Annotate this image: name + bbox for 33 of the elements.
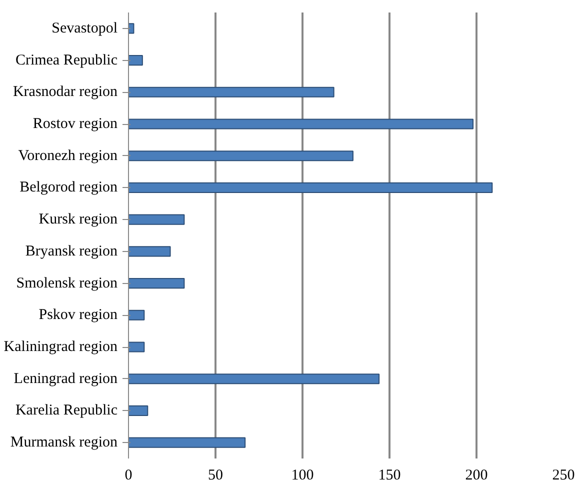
y-tick-label: Belgorod region xyxy=(20,180,118,196)
bar xyxy=(128,214,185,225)
x-tick-label: 100 xyxy=(291,468,314,482)
bar xyxy=(128,150,354,162)
x-tick-label: 150 xyxy=(378,468,401,482)
y-tick-label: Murmansk region xyxy=(10,434,118,451)
bar xyxy=(128,437,246,448)
bar xyxy=(128,118,474,130)
y-tick-label: Krasnodar region xyxy=(12,84,118,100)
y-tick-label: Karelia Republic xyxy=(15,402,118,419)
y-tick-label: Smolensk region xyxy=(16,275,118,292)
bar xyxy=(128,55,143,66)
bar xyxy=(128,374,380,384)
y-tick-label: Voronezh region xyxy=(18,148,118,164)
bar xyxy=(128,310,145,320)
x-tick-label: 250 xyxy=(552,468,575,482)
y-tick-label: Kursk region xyxy=(38,212,118,228)
x-tick-label: 200 xyxy=(465,468,488,482)
bar xyxy=(128,278,185,289)
y-tick-label: Leningrad region xyxy=(14,370,118,387)
y-tick-label: Crimea Republic xyxy=(15,52,118,68)
x-tick-label: 0 xyxy=(124,468,132,482)
y-tick-label: Pskov region xyxy=(38,307,118,324)
y-tick-label: Bryansk region xyxy=(25,243,118,260)
bar xyxy=(128,86,334,98)
bar xyxy=(128,182,493,193)
x-tick-label: 50 xyxy=(208,468,223,482)
y-tick-label: Sevastopol xyxy=(52,20,118,36)
y-tick-label: Rostov region xyxy=(32,116,118,132)
bar xyxy=(128,342,145,352)
y-tick-label: Kaliningrad region xyxy=(4,339,118,355)
bar xyxy=(128,246,171,257)
bar xyxy=(128,405,148,416)
